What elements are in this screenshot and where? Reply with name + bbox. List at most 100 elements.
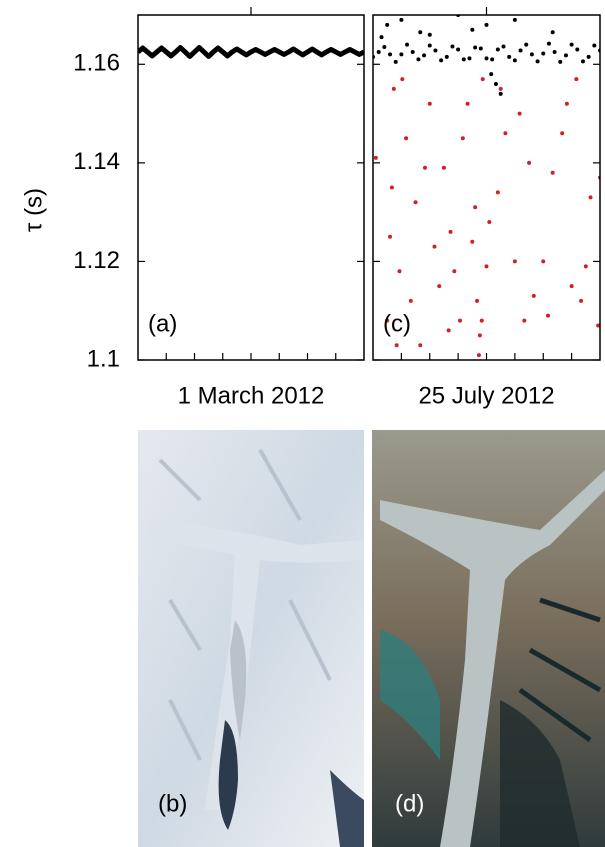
data-point (583, 264, 588, 269)
data-point (379, 35, 384, 40)
data-point (448, 229, 453, 234)
data-point (399, 52, 404, 57)
image-b (138, 430, 364, 847)
y-tick-label: 1.16 (73, 50, 120, 77)
data-point (476, 353, 481, 358)
data-point (569, 42, 574, 47)
data-point (588, 195, 593, 200)
data-point (473, 45, 478, 50)
data-point (484, 56, 489, 61)
data-point (495, 47, 500, 52)
data-point (501, 44, 506, 49)
data-point (550, 170, 555, 175)
data-point (456, 47, 461, 52)
data-point (535, 59, 540, 64)
data-point (388, 52, 393, 57)
data-point (558, 59, 563, 64)
data-point (498, 86, 503, 91)
data-point (574, 77, 579, 82)
data-line (138, 45, 364, 59)
data-point (512, 58, 517, 63)
data-point (596, 323, 600, 328)
data-point (397, 269, 402, 274)
y-tick-label: 1.1 (87, 345, 120, 372)
data-point (579, 298, 584, 303)
data-point (408, 298, 413, 303)
data-point (432, 244, 437, 249)
data-point (478, 46, 483, 51)
y-tick-label: 1.14 (73, 148, 120, 175)
data-point (489, 72, 494, 77)
data-point (427, 101, 432, 106)
data-point (470, 239, 475, 244)
data-point (569, 284, 574, 289)
data-point (465, 101, 470, 106)
data-point (423, 165, 428, 170)
data-point (433, 48, 438, 53)
data-point (560, 131, 565, 136)
data-point (475, 298, 480, 303)
plot-area (373, 15, 600, 358)
data-point (522, 318, 527, 323)
data-point (410, 49, 415, 54)
panel: 1.1 1.12 1.14 1.16 (a) 1 March 2012 τ (s) (20, 7, 365, 409)
data-point (484, 22, 489, 27)
data-point (422, 53, 427, 58)
data-point (441, 165, 446, 170)
data-point (458, 318, 463, 323)
data-point (545, 313, 550, 318)
data-point (586, 54, 591, 59)
data-point (413, 200, 418, 205)
image-d (372, 430, 605, 847)
data-point (580, 59, 585, 64)
data-point (477, 333, 482, 338)
data-point (388, 234, 393, 239)
data-point (416, 57, 421, 62)
panel: (c) 25 July 2012 (372, 7, 601, 409)
panel-label: (b) (158, 790, 187, 817)
data-point (563, 53, 568, 58)
y-tick-label: 1.12 (73, 247, 120, 274)
data-point (405, 42, 410, 47)
data-point (439, 58, 444, 63)
data-point (518, 48, 523, 53)
data-point (382, 45, 387, 50)
data-point (484, 264, 489, 269)
x-axis-label: 25 July 2012 (418, 382, 554, 409)
data-point (512, 259, 517, 264)
plot-frame (372, 14, 601, 361)
data-point (461, 57, 466, 62)
data-point (531, 293, 536, 298)
data-point (550, 30, 555, 35)
data-point (507, 54, 512, 59)
data-point (480, 77, 485, 82)
data-point (575, 47, 580, 52)
data-point (404, 136, 409, 141)
data-point (446, 328, 451, 333)
data-point (376, 49, 381, 54)
data-point (512, 17, 517, 22)
data-point (385, 22, 390, 27)
panel-label: (c) (383, 310, 411, 337)
panel-label: (d) (395, 790, 424, 817)
data-point (564, 101, 569, 106)
plot-frame (137, 14, 365, 361)
data-point (391, 86, 396, 91)
panel-label: (a) (148, 310, 177, 337)
data-point (498, 91, 503, 96)
x-axis-label: 1 March 2012 (178, 382, 325, 409)
data-point (541, 259, 546, 264)
data-point (389, 185, 394, 190)
data-point (487, 220, 492, 224)
data-point (470, 27, 475, 32)
data-point (450, 44, 455, 49)
data-point (400, 77, 405, 82)
data-point (495, 190, 500, 195)
data-point (541, 51, 546, 56)
data-point (385, 318, 390, 323)
data-point (418, 30, 423, 35)
data-point (552, 49, 557, 54)
data-point (592, 43, 597, 48)
data-point (460, 136, 465, 141)
